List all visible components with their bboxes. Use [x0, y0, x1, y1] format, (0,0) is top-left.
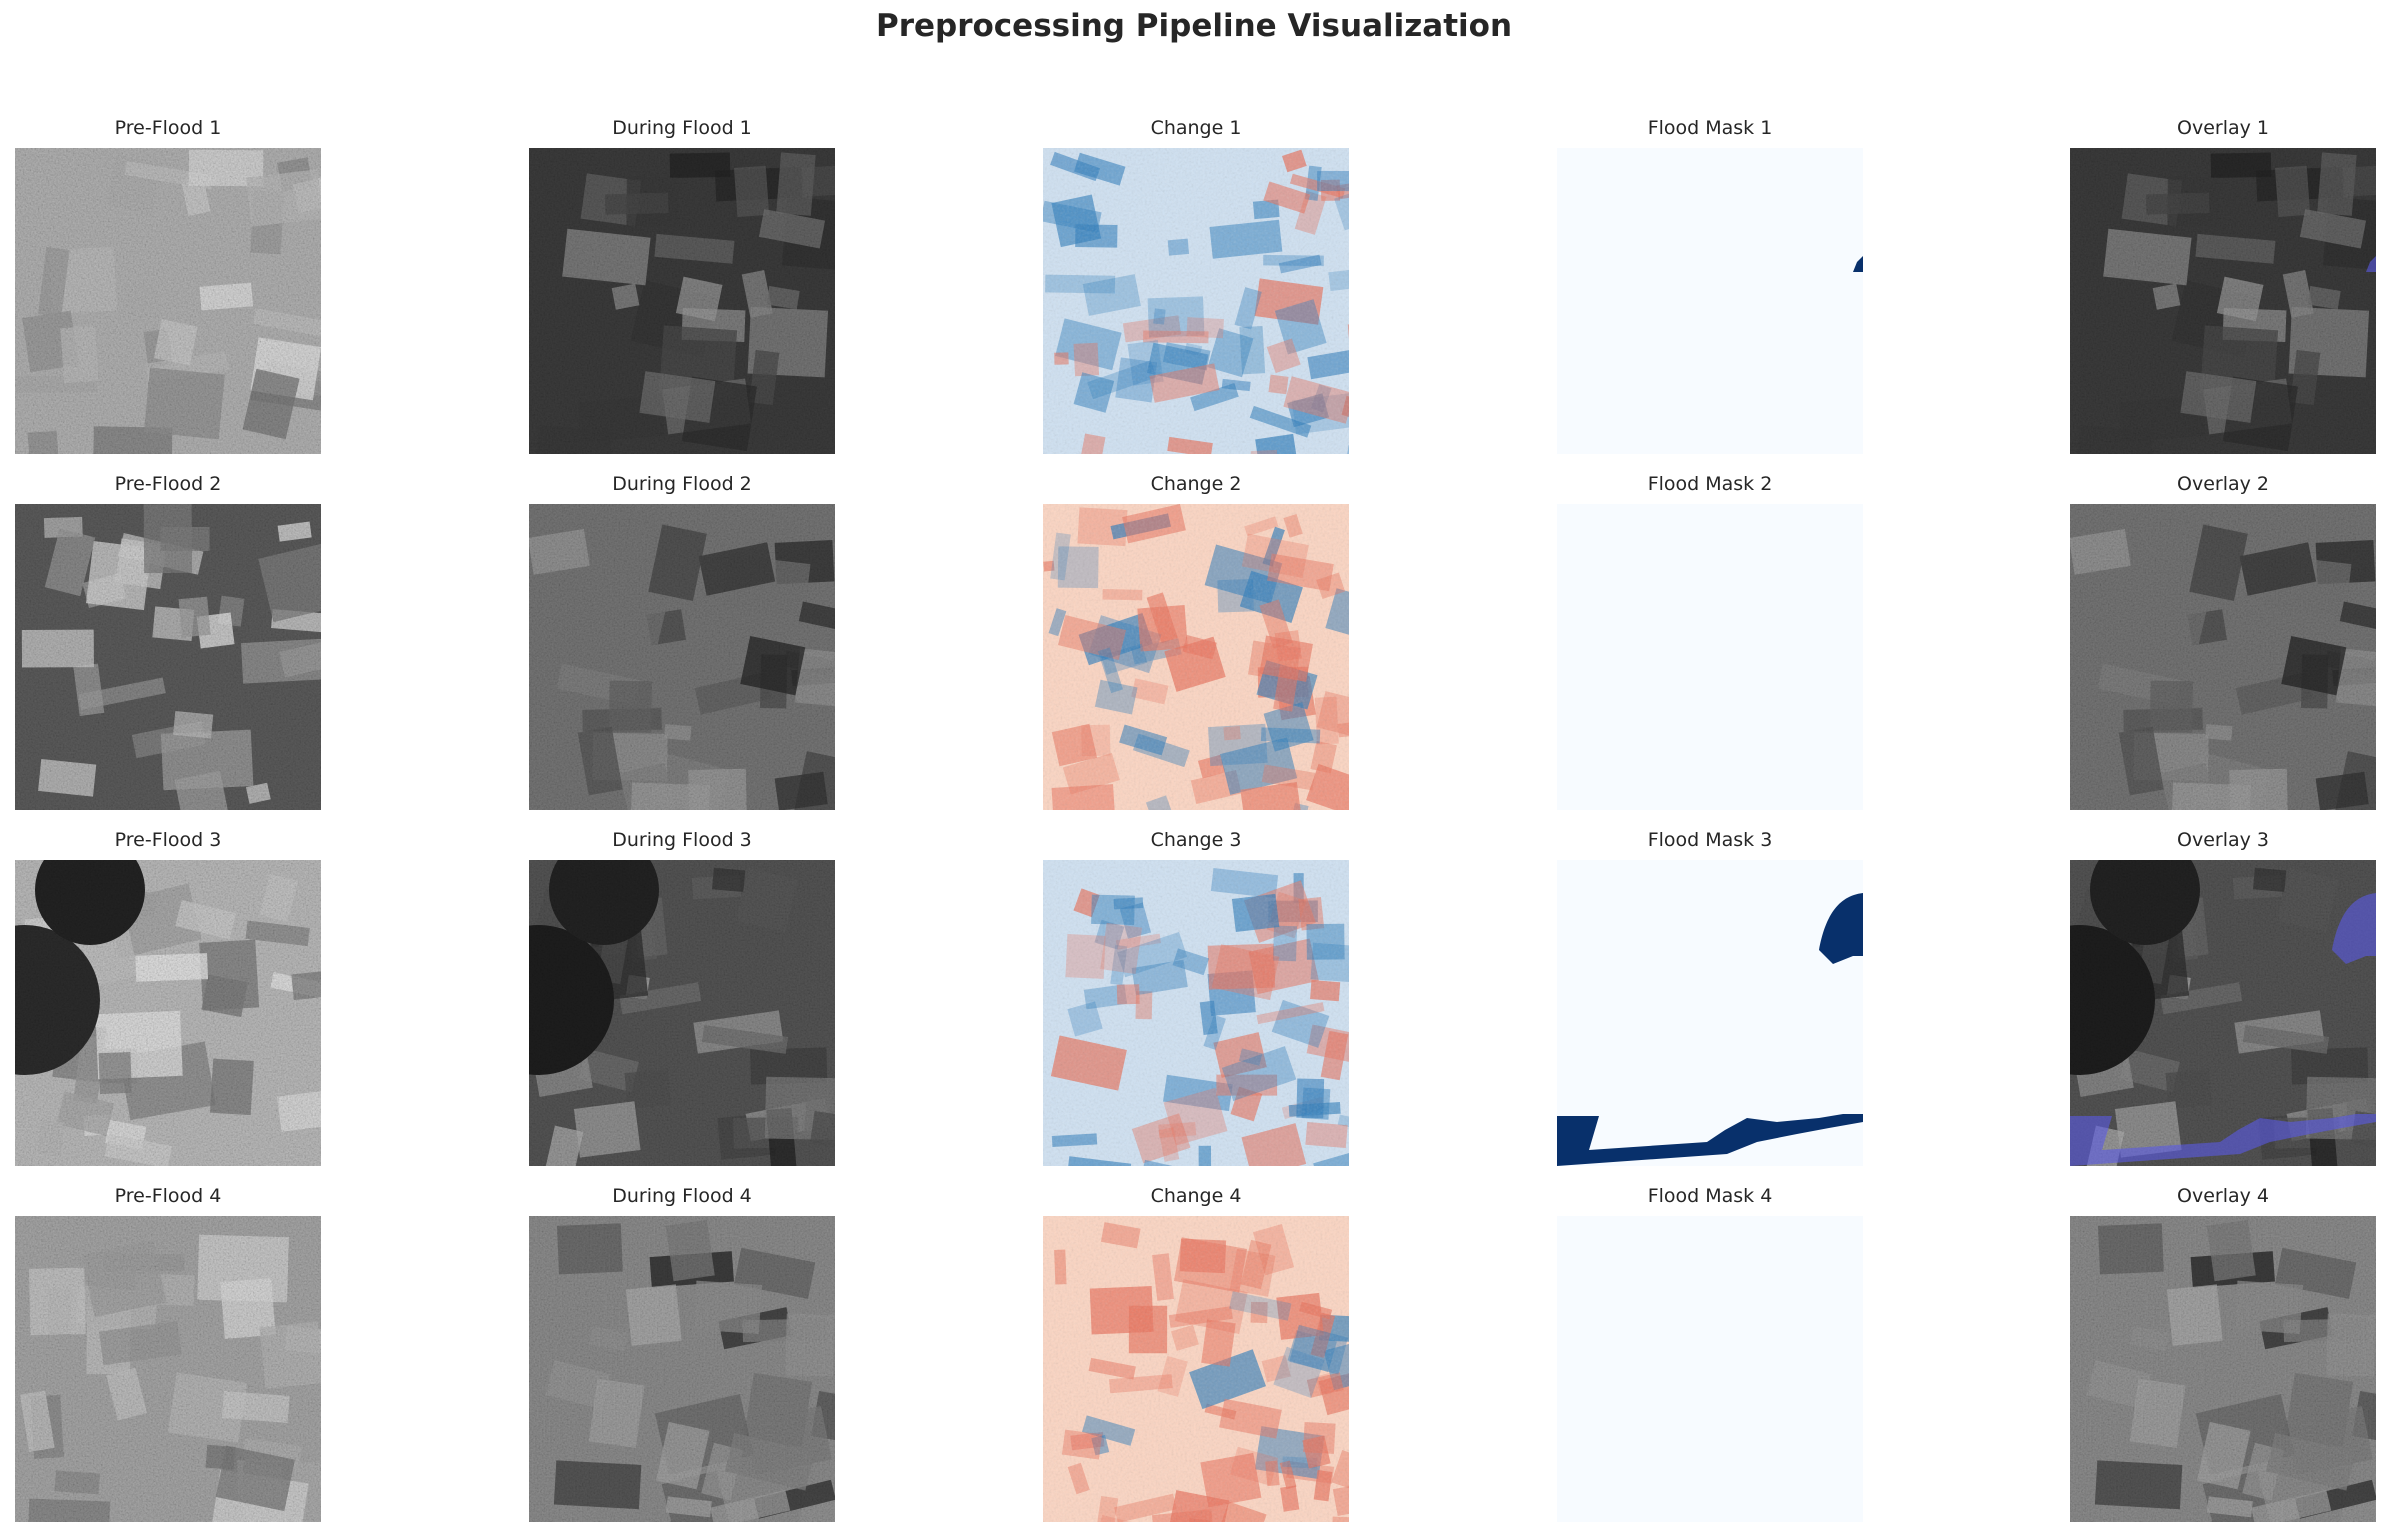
- panel-overlay-3: [2070, 860, 2376, 1166]
- sar-image: [15, 504, 321, 810]
- change-noise: [1043, 504, 1349, 810]
- flood-overlay-region: [2332, 893, 2376, 964]
- panel-title-flood-mask-2: Flood Mask 2: [1647, 473, 1773, 495]
- mask-image: [1557, 1216, 1863, 1522]
- panel-during-flood-2: [529, 504, 835, 810]
- overlay-image: [2070, 1216, 2376, 1522]
- panel-flood-mask-4: [1557, 1216, 1863, 1522]
- sar-image: [529, 860, 835, 1166]
- panel-title-pre-flood-4: Pre-Flood 4: [114, 1185, 222, 1207]
- sar-speckle: [2070, 148, 2376, 454]
- panel-title-during-flood-2: During Flood 2: [612, 473, 752, 495]
- panel-pre-flood-1: [15, 148, 321, 454]
- panel-title-pre-flood-3: Pre-Flood 3: [114, 829, 222, 851]
- sar-image: [15, 860, 321, 1166]
- change-image: [1043, 860, 1349, 1166]
- panel-flood-mask-2: [1557, 504, 1863, 810]
- panel-title-change-4: Change 4: [1150, 1185, 1242, 1207]
- panel-title-overlay-1: Overlay 1: [2177, 117, 2269, 139]
- panel-title-overlay-4: Overlay 4: [2177, 1185, 2269, 1207]
- change-noise: [1043, 860, 1349, 1166]
- panel-pre-flood-3: [15, 860, 321, 1166]
- sar-speckle: [15, 148, 321, 454]
- sar-speckle: [529, 504, 835, 810]
- panel-overlay-4: [2070, 1216, 2376, 1522]
- panel-change-1: [1043, 148, 1349, 454]
- sar-speckle: [2070, 504, 2376, 810]
- panel-change-2: [1043, 504, 1349, 810]
- flood-region: [1853, 256, 1863, 272]
- panel-title-overlay-3: Overlay 3: [2177, 829, 2269, 851]
- sar-speckle: [529, 148, 835, 454]
- sar-speckle: [15, 504, 321, 810]
- sar-speckle: [529, 1216, 835, 1522]
- panel-title-change-2: Change 2: [1150, 473, 1242, 495]
- mask-background: [1557, 504, 1863, 810]
- panel-during-flood-4: [529, 1216, 835, 1522]
- panel-pre-flood-4: [15, 1216, 321, 1522]
- panel-during-flood-3: [529, 860, 835, 1166]
- change-noise: [1043, 1216, 1349, 1522]
- flood-region: [1819, 893, 1863, 964]
- overlay-image: [2070, 504, 2376, 810]
- mask-image: [1557, 504, 1863, 810]
- panel-title-flood-mask-3: Flood Mask 3: [1647, 829, 1773, 851]
- panel-flood-mask-1: [1557, 148, 1863, 454]
- panel-change-4: [1043, 1216, 1349, 1522]
- overlay-image: [2070, 860, 2376, 1166]
- sar-image: [529, 504, 835, 810]
- sar-image: [529, 148, 835, 454]
- panel-title-during-flood-3: During Flood 3: [612, 829, 752, 851]
- flood-overlay-region: [2070, 1114, 2376, 1166]
- change-noise: [1043, 148, 1349, 454]
- sar-speckle: [2070, 1216, 2376, 1522]
- panel-change-3: [1043, 860, 1349, 1166]
- sar-image: [529, 1216, 835, 1522]
- panel-title-flood-mask-4: Flood Mask 4: [1647, 1185, 1773, 1207]
- mask-image: [1557, 860, 1863, 1166]
- sar-speckle: [529, 860, 835, 1166]
- figure-title: Preprocessing Pipeline Visualization: [875, 8, 1513, 44]
- mask-background: [1557, 860, 1863, 1166]
- panel-during-flood-1: [529, 148, 835, 454]
- panel-pre-flood-2: [15, 504, 321, 810]
- mask-background: [1557, 148, 1863, 454]
- panel-title-flood-mask-1: Flood Mask 1: [1647, 117, 1773, 139]
- mask-image: [1557, 148, 1863, 454]
- sar-image: [15, 1216, 321, 1522]
- panel-flood-mask-3: [1557, 860, 1863, 1166]
- overlay-image: [2070, 148, 2376, 454]
- panel-title-overlay-2: Overlay 2: [2177, 473, 2269, 495]
- sar-speckle: [15, 860, 321, 1166]
- panel-title-change-1: Change 1: [1150, 117, 1242, 139]
- mask-background: [1557, 1216, 1863, 1522]
- change-image: [1043, 1216, 1349, 1522]
- sar-speckle: [15, 1216, 321, 1522]
- panel-overlay-1: [2070, 148, 2376, 454]
- sar-image: [15, 148, 321, 454]
- panel-title-change-3: Change 3: [1150, 829, 1242, 851]
- change-image: [1043, 504, 1349, 810]
- flood-region: [1557, 1114, 1863, 1166]
- panel-overlay-2: [2070, 504, 2376, 810]
- panel-title-during-flood-4: During Flood 4: [612, 1185, 752, 1207]
- change-image: [1043, 148, 1349, 454]
- panel-title-pre-flood-1: Pre-Flood 1: [114, 117, 222, 139]
- panel-title-during-flood-1: During Flood 1: [612, 117, 752, 139]
- flood-overlay-region: [2366, 256, 2376, 272]
- sar-speckle: [2070, 860, 2376, 1166]
- panel-title-pre-flood-2: Pre-Flood 2: [114, 473, 222, 495]
